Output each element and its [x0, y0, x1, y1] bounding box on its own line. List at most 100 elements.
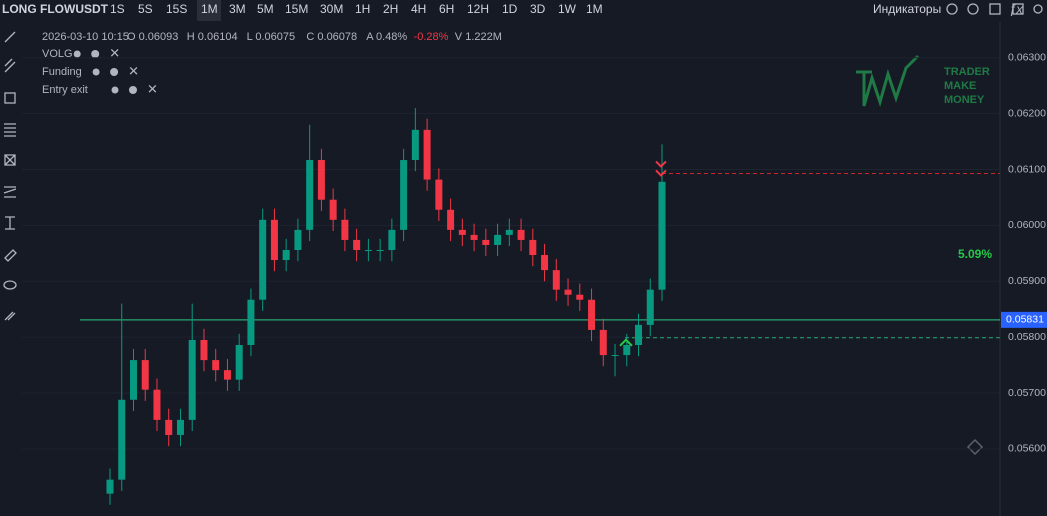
candle-body: [529, 239, 537, 256]
candle-body: [517, 229, 525, 240]
candle-body: [235, 345, 243, 380]
candle-body: [564, 289, 572, 295]
icon-settings[interactable]: [91, 50, 100, 58]
candle-body: [552, 270, 560, 290]
interval-button[interactable]: 1W: [558, 2, 577, 16]
interval-button[interactable]: 30M: [320, 2, 343, 16]
candle-body: [141, 360, 149, 390]
logo-text: TRADER: [944, 66, 990, 78]
y-tick-label: 0.06300: [1008, 52, 1046, 64]
y-tick-label: 0.05900: [1008, 275, 1046, 287]
icon-eye[interactable]: [111, 86, 119, 94]
y-tick-label: 0.05600: [1008, 443, 1046, 455]
candle-body: [341, 219, 349, 240]
interval-button[interactable]: 1H: [355, 2, 370, 16]
top-icons[interactable]: [946, 3, 1043, 15]
interval-button[interactable]: 15M: [285, 2, 308, 16]
candle-body: [482, 239, 490, 245]
interval-button[interactable]: 3D: [530, 2, 546, 16]
candle-body: [188, 339, 196, 420]
y-tick-label: 0.05800: [1008, 331, 1046, 343]
indicator-name: Funding: [42, 66, 82, 78]
interval-button[interactable]: 5S: [138, 2, 153, 16]
candle-body: [623, 345, 631, 356]
candle-body: [176, 419, 184, 435]
y-tick-label: 0.06100: [1008, 163, 1046, 175]
symbol: LONG FLOWUSDT: [2, 2, 109, 16]
candle-body: [400, 160, 408, 230]
interval-button[interactable]: 6H: [439, 2, 454, 16]
candle-body: [541, 255, 549, 271]
drawing-tools[interactable]: [3, 31, 17, 321]
interval-button[interactable]: 5M: [257, 2, 274, 16]
legend-item: L 0.06075: [247, 31, 296, 43]
toolbar: [0, 0, 1047, 22]
interval-button[interactable]: 3M: [229, 2, 246, 16]
candle-body: [599, 329, 607, 356]
interval-button[interactable]: 1D: [502, 2, 518, 16]
interval-button[interactable]: 1S: [110, 2, 125, 16]
candle-body: [458, 229, 466, 235]
icon-close[interactable]: ✕: [128, 63, 139, 78]
candle-body: [411, 129, 419, 161]
icon-eye[interactable]: [92, 68, 100, 76]
candle-body: [317, 160, 325, 200]
candle-body: [576, 294, 584, 300]
legend-item: A 0.48%: [366, 31, 407, 43]
candle-body: [223, 370, 231, 380]
legend-item: C 0.06078: [306, 31, 357, 43]
indicator-name: Entry exit: [42, 84, 88, 96]
candle-body: [658, 181, 666, 290]
interval-button[interactable]: 15S: [166, 2, 187, 16]
legend-time: 2026-03-10 10:15: [42, 31, 129, 43]
icon-settings[interactable]: [110, 68, 119, 76]
candle-body: [494, 234, 502, 245]
candle-body: [423, 129, 431, 180]
candle-body: [470, 234, 478, 240]
candle-body: [270, 219, 278, 261]
candle-body: [247, 299, 255, 345]
interval-button[interactable]: 2H: [383, 2, 398, 16]
candle-body: [106, 479, 114, 494]
indicators-button[interactable]: Индикаторы: [873, 2, 941, 16]
entry-arrow: [619, 338, 633, 347]
candle-body: [353, 239, 361, 250]
icon-close[interactable]: ✕: [109, 45, 120, 60]
candle-body: [118, 399, 126, 480]
legend-item: -0.28%: [414, 31, 449, 43]
price-label-bg: [1001, 311, 1047, 328]
candle-body: [376, 250, 384, 251]
candle-body: [646, 289, 654, 325]
interval-button[interactable]: 4H: [411, 2, 426, 16]
candle-body: [212, 360, 220, 371]
icon-close[interactable]: ✕: [147, 81, 158, 96]
exit-arrow: [655, 160, 667, 177]
icon-settings[interactable]: [129, 86, 137, 94]
percent-annotation: 5.09%: [958, 247, 992, 261]
interval-button[interactable]: 1M: [586, 2, 603, 16]
candle-body: [306, 160, 314, 230]
candle-body: [294, 229, 302, 250]
logo-mark: [856, 54, 920, 108]
y-tick-label: 0.06000: [1008, 219, 1046, 231]
candle-body: [259, 219, 267, 300]
candle-body: [505, 229, 513, 235]
icon-eye[interactable]: [73, 50, 81, 58]
interval-button[interactable]: 1M: [201, 2, 218, 16]
candle-body: [588, 299, 596, 330]
price-label: 0.05831: [1006, 314, 1044, 326]
y-tick-label: 0.05700: [1008, 387, 1046, 399]
candle-body: [200, 339, 208, 361]
legend-item: O 0.06093: [127, 31, 178, 43]
candle-body: [635, 324, 643, 345]
candle-body: [447, 209, 455, 230]
candle-body: [611, 355, 619, 357]
interval-button[interactable]: 12H: [467, 2, 489, 16]
legend-item: V 1.222M: [455, 31, 502, 43]
scroll-icon[interactable]: [966, 438, 984, 456]
y-tick-label: 0.06200: [1008, 107, 1046, 119]
candle-body: [364, 250, 372, 251]
